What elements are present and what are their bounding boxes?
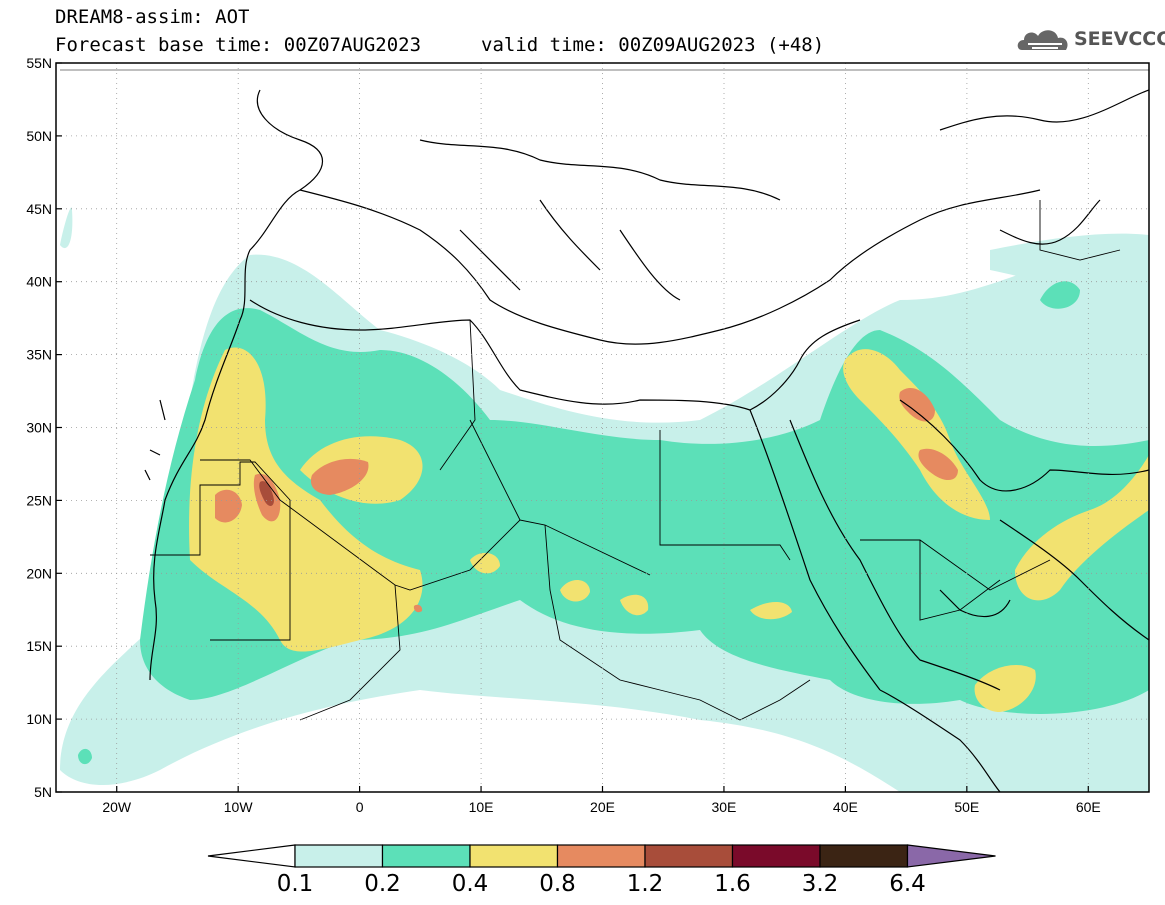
colorbar-label: 6.4 (889, 871, 926, 897)
lon-tick-label: 40E (833, 799, 858, 815)
lat-tick-label: 50N (26, 128, 52, 144)
valid-time: valid time: 00Z09AUG2023 (+48) (481, 34, 825, 56)
colorbar-swatch (644, 844, 734, 868)
lon-tick-label: 10E (469, 799, 494, 815)
colorbar-swatch (381, 844, 471, 868)
lat-tick-label: 10N (26, 711, 52, 727)
colorbar-label: 0.8 (539, 871, 576, 897)
aot-contour-1.2 (259, 481, 274, 506)
colorbar-swatch (556, 844, 646, 868)
colorbar-label: 3.2 (802, 871, 839, 897)
colorbar-swatch (294, 844, 384, 868)
lat-tick-label: 15N (26, 638, 52, 654)
grid-lines (56, 63, 1149, 792)
lat-tick-label: 45N (26, 201, 52, 217)
lat-tick-label: 55N (26, 55, 52, 71)
lat-tick-label: 5N (34, 784, 52, 800)
colorbar-swatch (819, 844, 909, 868)
lat-tick-label: 30N (26, 420, 52, 436)
lon-tick-label: 20E (590, 799, 615, 815)
colorbar-label: 0.4 (452, 871, 489, 897)
colorbar-label: 0.1 (277, 871, 314, 897)
latitude-axis: 55N 50N 45N 40N 35N 30N 25N 20N 15N 10N 5N (26, 55, 62, 800)
aot-field (60, 207, 1149, 792)
colorbar-label: 0.2 (364, 871, 401, 897)
aot-contour-0.8 (215, 388, 958, 613)
logo-text: SEEVCCC (1074, 28, 1165, 50)
colorbar-under-triangle (207, 844, 296, 868)
lon-tick-label: 20W (102, 799, 132, 815)
lon-tick-label: 30E (711, 799, 736, 815)
lon-tick-label: 10W (224, 799, 254, 815)
colorbar-label: 1.2 (627, 871, 664, 897)
aot-contour-0.4 (189, 347, 1149, 712)
forecast-base-time: Forecast base time: 00Z07AUG2023 (55, 34, 422, 56)
lon-tick-label: 60E (1076, 799, 1101, 815)
colorbar-swatch (731, 844, 821, 868)
colorbar-label: 1.6 (714, 871, 751, 897)
lat-tick-label: 20N (26, 565, 52, 581)
coastlines (60, 69, 1149, 792)
lat-tick-label: 25N (26, 492, 52, 508)
lon-tick-label: 0 (356, 799, 364, 815)
map-title: DREAM8-assim: AOT (55, 6, 250, 28)
lon-tick-label: 50E (954, 799, 979, 815)
country-borders (150, 200, 1121, 721)
lat-tick-label: 40N (26, 274, 52, 290)
colorbar-over-triangle (906, 844, 996, 868)
cloud-logo-icon (1017, 30, 1068, 50)
seevccc-logo: SEEVCCC (1016, 22, 1165, 58)
lat-tick-label: 35N (26, 347, 52, 363)
longitude-axis: 20W 10W 0 10E 20E 30E 40E 50E 60E (102, 786, 1101, 815)
colorbar-swatch (469, 844, 559, 868)
colorbar: 0.1 0.2 0.4 0.8 1.2 1.6 3.2 6.4 (207, 844, 996, 897)
